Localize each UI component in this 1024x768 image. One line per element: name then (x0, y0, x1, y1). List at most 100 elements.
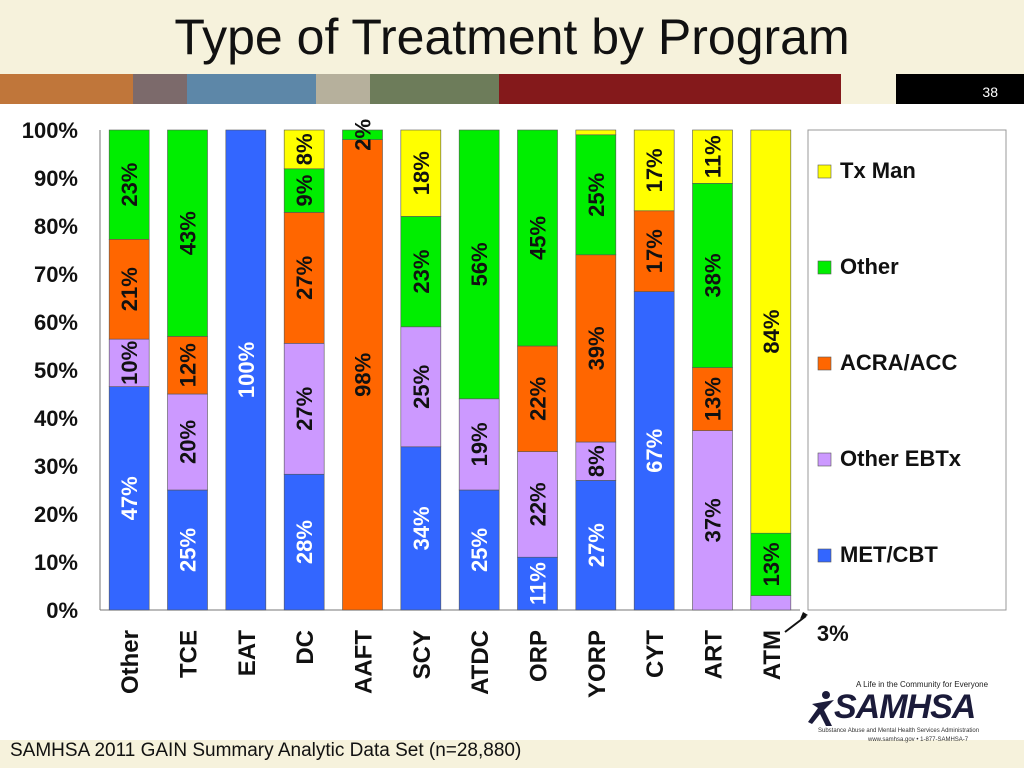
legend-box (807, 129, 1007, 611)
bar-value-label: 18% (409, 151, 434, 195)
bar-segment (750, 532, 792, 596)
strip-segment (896, 74, 1024, 104)
x-tick-label: ATM (759, 630, 786, 680)
bar-segment (633, 291, 675, 611)
y-tick-label: 90% (34, 166, 78, 191)
y-tick-label: 0% (46, 598, 78, 623)
bar-segment (400, 216, 442, 328)
y-tick-label: 60% (34, 310, 78, 335)
bar-value-label: 45% (526, 216, 551, 260)
logo-tagline: A Life in the Community for Everyone (856, 680, 989, 689)
bar-stacks (108, 129, 792, 611)
legend-swatch (817, 356, 832, 371)
y-tick-label: 80% (34, 214, 78, 239)
bar-segment (633, 210, 675, 292)
strip-segment (841, 74, 896, 104)
bar-segment (167, 129, 208, 337)
bar-segment (283, 343, 325, 475)
bar-value-label: 22% (526, 377, 551, 421)
x-tick-label: ART (701, 630, 728, 680)
bar-value-label: 43% (176, 211, 201, 255)
slide-title: Type of Treatment by Program (174, 9, 850, 65)
x-tick-label: YORP (584, 630, 611, 698)
bar-value-label: 25% (467, 528, 492, 572)
bar-segment (342, 139, 383, 611)
logo-name: SAMHSA (834, 688, 976, 726)
bar-segment (400, 446, 442, 611)
bar-value-label: 67% (642, 429, 667, 473)
bar-value-label: 23% (117, 163, 142, 207)
x-tick-label: TCE (176, 630, 203, 678)
x-tick-label: EAT (234, 630, 261, 677)
x-tick-label: ORP (526, 630, 553, 682)
x-tick-label: SCY (409, 630, 436, 679)
bar-value-label: 8% (584, 445, 609, 477)
bar-segment (517, 345, 558, 452)
annotation-arrow (784, 615, 807, 633)
bar-value-label: 39% (584, 326, 609, 370)
bar-segment (225, 129, 267, 611)
bar-segment (167, 393, 208, 491)
bar-value-label: 27% (292, 256, 317, 300)
bar-value-label: 17% (642, 229, 667, 273)
bar-value-label: 20% (176, 420, 201, 464)
bar-segment (400, 129, 442, 217)
legend-label: ACRA/ACC (840, 350, 957, 375)
x-tick-label: ATDC (467, 630, 494, 695)
bar-value-label: 22% (526, 482, 551, 526)
bar-segment (108, 386, 150, 611)
y-tick-label: 100% (22, 118, 78, 143)
x-tick-label: AAFT (351, 630, 378, 694)
bar-segment (517, 451, 558, 558)
bar-value-label: 34% (409, 506, 434, 550)
annotation-arrowhead (800, 612, 808, 619)
samhsa-logo: A Life in the Community for Everyone SAM… (808, 680, 988, 750)
bar-segment (458, 129, 500, 400)
bar-segment (108, 129, 150, 240)
bar-value-label: 12% (176, 343, 201, 387)
bar-segment (692, 129, 733, 184)
bar-segment (283, 212, 325, 344)
bar-value-label: 23% (409, 250, 434, 294)
y-tick-label: 40% (34, 406, 78, 431)
bar-value-label: 17% (642, 148, 667, 192)
legend-label: Other EBTx (840, 446, 962, 471)
person-figure-icon (808, 691, 834, 726)
bar-segment (458, 398, 500, 491)
y-tick-label: 30% (34, 454, 78, 479)
bar-segment (517, 556, 558, 611)
bar-segment (283, 129, 325, 170)
legend-swatch (817, 260, 832, 275)
bar-value-label: 27% (584, 523, 609, 567)
bar-value-label: 47% (117, 476, 142, 520)
x-tick-labels: Other TCE EAT DC AAFT SCY ATDC ORP YORP CYT ART ATM (117, 630, 786, 698)
bar-value-label: 2% (351, 119, 376, 151)
bar-value-label: 28% (292, 520, 317, 564)
bar-segment (400, 326, 442, 448)
legend-swatch (817, 452, 832, 467)
legend-label: MET/CBT (840, 542, 938, 567)
legend-swatch (817, 164, 832, 179)
y-tick-labels: 0% 10% 20% 30% 40% 50% 60% 70% 80% 90% 100% (22, 118, 78, 623)
bar-value-label: 11% (701, 135, 726, 178)
y-tick-label: 10% (34, 550, 78, 575)
bar-segment (517, 129, 558, 347)
bar-segment (167, 336, 208, 395)
bar-value-label: 11% (526, 562, 551, 605)
strip-segment (499, 74, 841, 104)
bar-value-label: 56% (467, 242, 492, 286)
legend-swatch (817, 548, 832, 563)
strip-segment (316, 74, 370, 104)
bar-segment (283, 168, 325, 213)
bar-segment (575, 480, 617, 611)
bar-segment (692, 430, 733, 611)
bar-segment (342, 129, 383, 140)
legend-label: Other (840, 254, 899, 279)
y-tick-label: 20% (34, 502, 78, 527)
logo-subtitle: Substance Abuse and Mental Health Servic… (818, 728, 980, 734)
strip-segment (370, 74, 499, 104)
bar-value-label: 25% (584, 173, 609, 217)
bar-value-label: 38% (701, 253, 726, 297)
bar-value-label: 19% (467, 422, 492, 466)
stacked-bar-chart: 0% 10% 20% 30% 40% 50% 60% 70% 80% 90% 100% 47% 10%… (0, 104, 1024, 740)
